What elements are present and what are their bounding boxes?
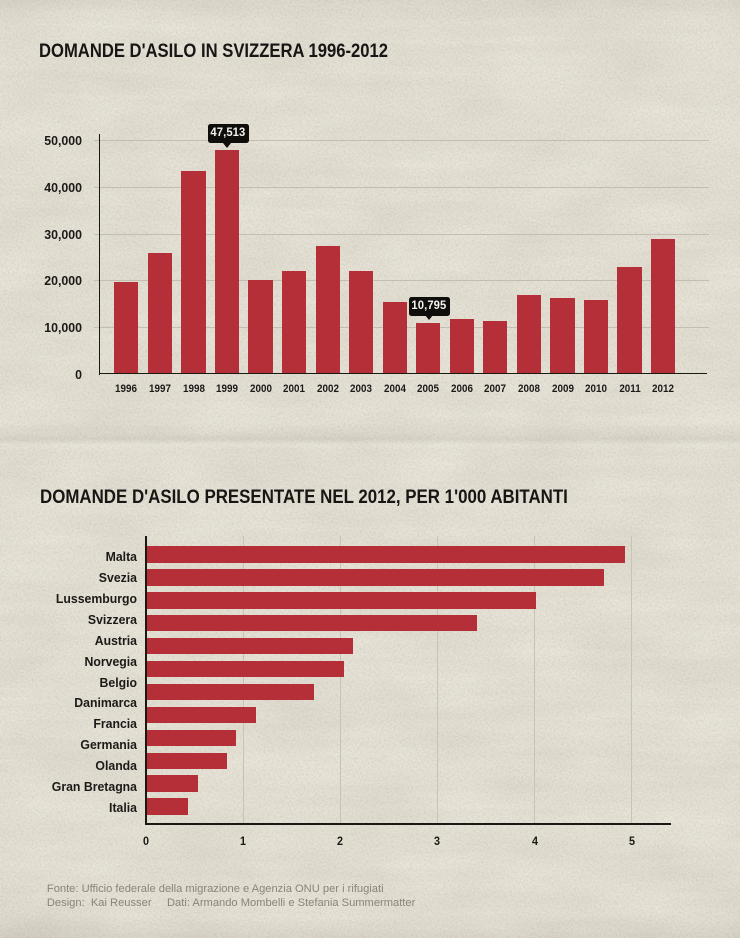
chart2-x-tick-label: 1 (240, 834, 247, 848)
chart1-x-tick-label: 2004 (383, 382, 406, 395)
chart2-gridline (534, 536, 536, 824)
chart2-title: DOMANDE D'ASILO PRESENTATE NEL 2012, PER… (40, 486, 568, 508)
chart2-bar (147, 683, 314, 701)
chart2-x-tick-label: 5 (628, 834, 635, 848)
chart1-bar-2006 (449, 319, 474, 374)
chart1-x-tick-label: 1997 (148, 382, 171, 395)
chart2-x-tick-label: 3 (434, 834, 441, 848)
chart1-title: DOMANDE D'ASILO IN SVIZZERA 1996-2012 (39, 39, 389, 62)
chart2-country-label-francia: Francia (93, 716, 137, 732)
chart1-x-tick-label: 2000 (249, 382, 272, 395)
footer-credits-line: Design: Kai Reusser Dati: Armando Mombel… (46, 896, 416, 909)
chart1-x-tick-label: 2005 (417, 382, 440, 395)
chart1-bar-2010 (583, 300, 609, 374)
chart2-country-label-olanda: Olanda (95, 758, 137, 774)
footer-source-line: Fonte: Ufficio federale della migrazione… (46, 882, 384, 895)
chart1-bar-2004 (382, 302, 407, 374)
chart1-bar-2001 (281, 270, 307, 374)
chart1-bar-1998 (181, 171, 206, 374)
chart2-gridline (631, 536, 633, 824)
chart2-country-label-belgio: Belgio (99, 674, 137, 690)
chart2-y-axis-line (145, 536, 147, 826)
chart2-gridline (339, 536, 341, 824)
chart2-country-label-danimarca: Danimarca (74, 695, 137, 711)
callout-pointer (223, 142, 232, 148)
chart1-x-tick-label: 2008 (517, 382, 540, 395)
chart2-bar (147, 615, 478, 632)
chart1-x-tick-label: 1999 (216, 382, 238, 395)
chart2-bar (147, 660, 345, 678)
chart1-x-tick-label: 1996 (115, 382, 138, 395)
chart1-bar-2011 (617, 267, 642, 374)
chart1-x-tick-label: 1998 (182, 382, 205, 395)
chart1-bar-2003 (349, 271, 374, 374)
chart2-country-label-italia: Italia (109, 800, 137, 815)
chart2-x-tick-label: 2 (337, 834, 344, 848)
chart1-y-tick-label: 30,000 (44, 226, 82, 242)
callout-value: 47,513 (210, 127, 246, 140)
chart1-y-tick-label: 10,000 (44, 320, 82, 335)
callout-box: 10,795 (408, 296, 450, 316)
chart2-country-label-gran-bretagna: Gran Bretagna (51, 779, 137, 795)
chart2-bar (147, 638, 353, 655)
chart2-bar (147, 775, 198, 792)
callout-box: 47,513 (207, 124, 249, 144)
chart1-x-axis-line (98, 372, 708, 375)
chart2-x-tick-label: 4 (531, 834, 538, 848)
chart1-y-tick-label: 40,000 (44, 179, 82, 195)
chart1-x-tick-label: 2006 (450, 382, 473, 395)
chart2-gridline (242, 536, 244, 824)
chart1-y-tick-label: 20,000 (44, 273, 82, 289)
chart2-country-label-svezia: Svezia (98, 569, 137, 585)
chart1-x-tick-label: 2002 (316, 382, 339, 395)
chart2-country-label-germania: Germania (80, 737, 137, 753)
chart2-country-label-svizzera: Svizzera (87, 611, 137, 627)
chart1-x-tick-label: 2003 (350, 382, 373, 395)
chart2-bar (147, 752, 227, 769)
chart1-bar-2008 (516, 295, 542, 374)
chart1-bar-2009 (550, 297, 575, 374)
chart1-bar-2007 (483, 321, 508, 374)
callout-value: 10,795 (411, 299, 447, 312)
chart2-bar (147, 798, 188, 815)
chart1-bar-1999 (214, 149, 240, 374)
chart2-bar (147, 592, 537, 609)
chart2-country-label-malta: Malta (105, 549, 137, 564)
chart1-bar-1996 (114, 281, 139, 374)
chart1-x-tick-label: 2011 (618, 382, 641, 395)
chart2-x-axis-line (145, 823, 671, 826)
chart1-x-tick-label: 2012 (652, 382, 675, 395)
chart1-y-tick-label: 0 (75, 366, 82, 382)
chart1-y-tick-label: 50,000 (44, 133, 82, 149)
chart1-x-tick-label: 2010 (585, 382, 607, 395)
chart1-bar-2002 (315, 245, 340, 374)
chart1-x-tick-label: 2001 (283, 382, 306, 395)
chart2-bar (147, 706, 256, 724)
chart1-bar-1997 (147, 253, 173, 374)
chart2-country-label-lussemburgo: Lussemburgo (55, 590, 137, 606)
chart1-bar-2005 (416, 322, 441, 374)
chart1-y-axis-line (98, 134, 101, 375)
chart2-gridline (436, 536, 438, 824)
chart1-x-tick-label: 2009 (551, 382, 574, 395)
chart1-bar-2000 (248, 280, 273, 374)
chart2-country-label-norvegia: Norvegia (84, 653, 137, 669)
chart2-x-tick-label: 0 (143, 834, 150, 848)
chart1-gridline (94, 140, 709, 142)
chart1-x-tick-label: 2007 (484, 382, 507, 395)
chart1-gridline (94, 280, 709, 282)
chart2-bar (147, 546, 625, 563)
chart1-bar-2012 (651, 238, 676, 374)
callout-pointer (424, 315, 433, 321)
chart1-gridline (94, 233, 709, 235)
chart2-country-label-austria: Austria (94, 632, 137, 648)
chart2-bar (147, 569, 605, 586)
chart1-gridline (94, 186, 709, 188)
chart2-bar (147, 729, 237, 746)
